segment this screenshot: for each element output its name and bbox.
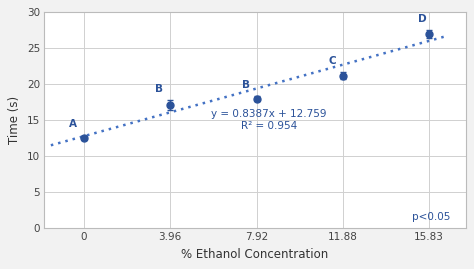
Text: y = 0.8387x + 12.759: y = 0.8387x + 12.759 bbox=[211, 109, 327, 119]
Text: R² = 0.954: R² = 0.954 bbox=[241, 121, 297, 131]
X-axis label: % Ethanol Concentration: % Ethanol Concentration bbox=[182, 248, 328, 261]
Text: C: C bbox=[328, 55, 336, 66]
Text: B: B bbox=[155, 84, 163, 94]
Y-axis label: Time (s): Time (s) bbox=[9, 96, 21, 144]
Text: A: A bbox=[69, 119, 77, 129]
Text: B: B bbox=[242, 80, 250, 90]
Text: p<0.05: p<0.05 bbox=[412, 212, 450, 222]
Text: D: D bbox=[419, 14, 427, 24]
